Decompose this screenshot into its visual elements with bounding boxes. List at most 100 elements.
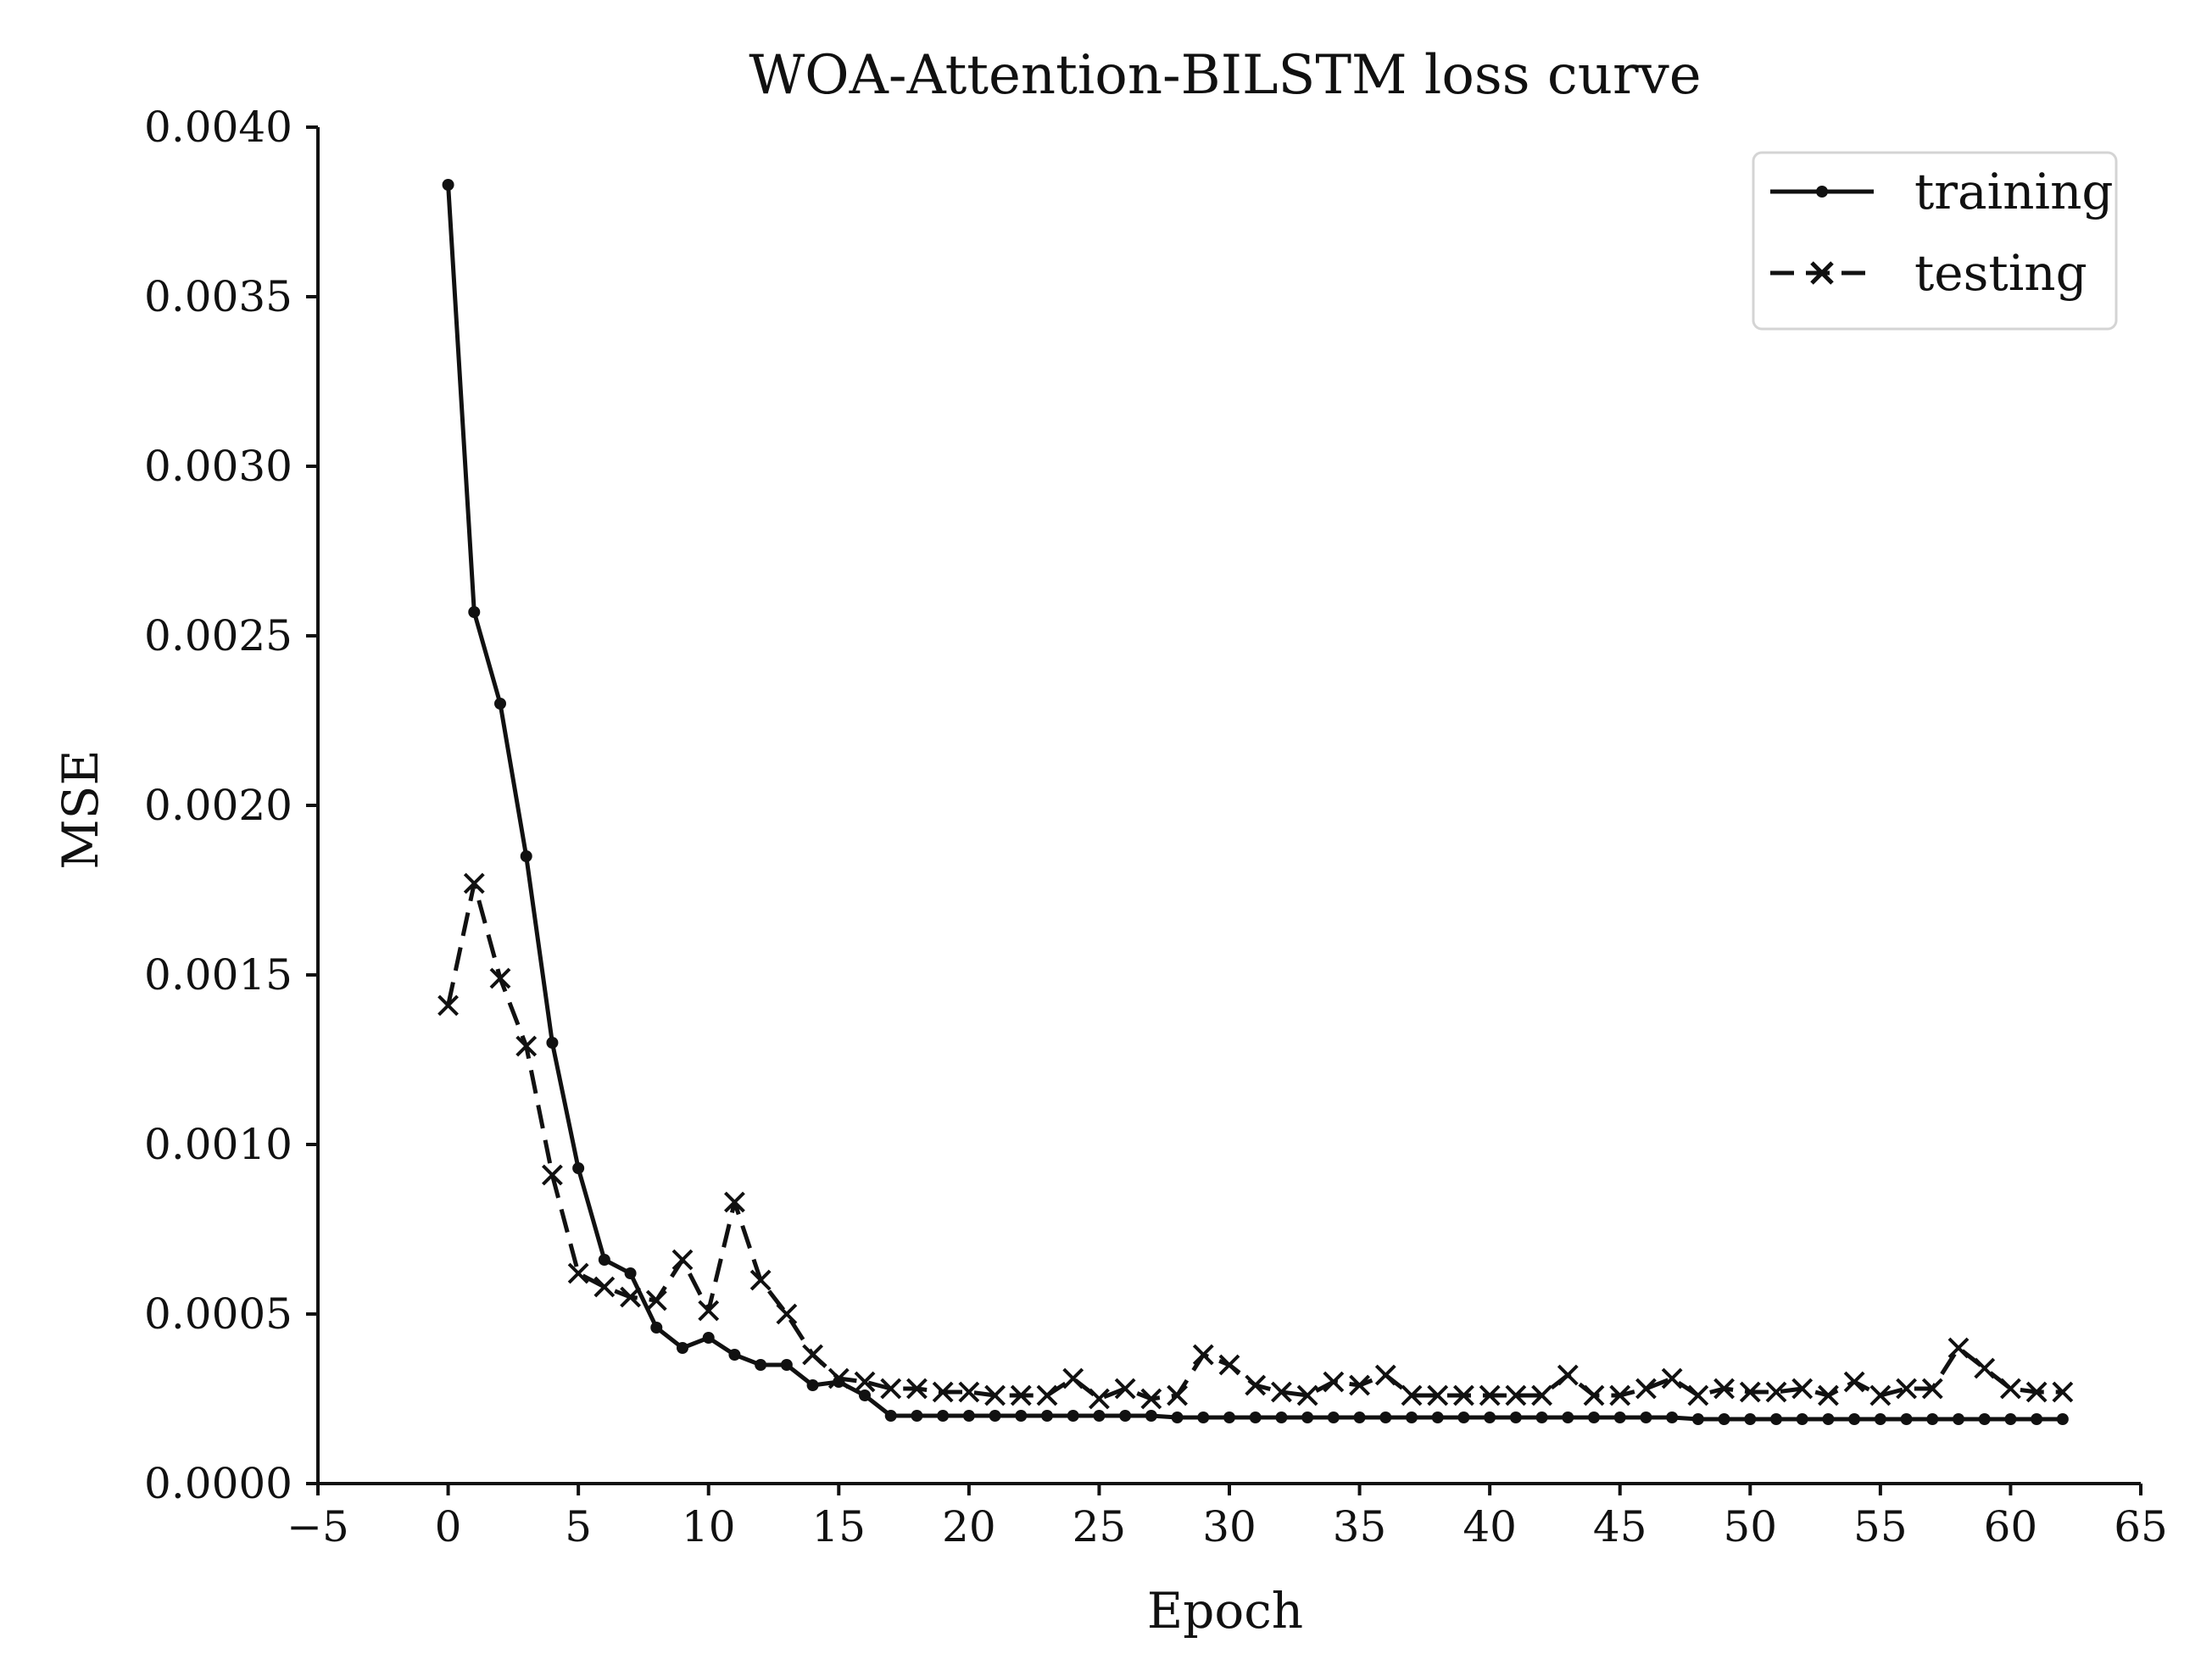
training-point bbox=[1900, 1413, 1913, 1425]
testing-point bbox=[1583, 1384, 1605, 1406]
x-tick-label: −5 bbox=[287, 1502, 349, 1551]
x-tick-label: 40 bbox=[1463, 1502, 1517, 1551]
training-point bbox=[624, 1267, 637, 1279]
testing-point bbox=[2025, 1381, 2048, 1403]
training-point bbox=[1978, 1413, 1991, 1425]
testing-point bbox=[1245, 1374, 1267, 1396]
legend-testing-marker bbox=[1810, 261, 1834, 285]
testing-point bbox=[1661, 1367, 1683, 1389]
training-point bbox=[1562, 1412, 1574, 1423]
training-point bbox=[1874, 1413, 1886, 1425]
testing-point bbox=[1089, 1388, 1110, 1410]
testing-point bbox=[515, 1035, 538, 1057]
testing-point bbox=[1687, 1384, 1709, 1406]
x-tick-label: 10 bbox=[682, 1502, 736, 1551]
training-point bbox=[546, 1037, 559, 1049]
y-axis-ticks: 0.0000 0.0005 0.0010 0.0015 0.0020 0.0025 0.00… bbox=[144, 103, 318, 1508]
training-point bbox=[1093, 1410, 1106, 1422]
testing-point bbox=[463, 872, 485, 894]
testing-point bbox=[749, 1269, 772, 1291]
training-point bbox=[1953, 1413, 1964, 1425]
testing-point bbox=[1374, 1364, 1396, 1386]
training-point bbox=[1457, 1412, 1470, 1423]
training-point bbox=[1379, 1412, 1392, 1423]
y-tick-label: 0.0035 bbox=[144, 272, 293, 321]
training-point bbox=[1535, 1412, 1548, 1423]
testing-point bbox=[645, 1289, 667, 1311]
testing-point bbox=[1974, 1357, 1996, 1379]
training-point bbox=[1770, 1413, 1782, 1425]
testing-point bbox=[1635, 1378, 1657, 1400]
testing-point bbox=[2000, 1378, 2021, 1400]
testing-point bbox=[2052, 1381, 2074, 1403]
training-point bbox=[911, 1410, 923, 1422]
testing-point bbox=[1896, 1378, 1917, 1400]
training-point bbox=[468, 606, 481, 618]
training-point bbox=[1406, 1412, 1418, 1423]
testing-point bbox=[1349, 1374, 1370, 1396]
training-point bbox=[1484, 1412, 1496, 1423]
training-point bbox=[884, 1410, 897, 1422]
testing-point bbox=[1713, 1378, 1735, 1400]
training-point bbox=[1353, 1412, 1366, 1423]
training-point bbox=[1691, 1413, 1704, 1425]
x-tick-label: 5 bbox=[565, 1502, 592, 1551]
x-tick-label: 50 bbox=[1723, 1502, 1777, 1551]
training-point bbox=[1431, 1412, 1444, 1423]
testing-point bbox=[1296, 1384, 1318, 1406]
testing-point bbox=[724, 1191, 745, 1213]
training-point bbox=[1041, 1410, 1053, 1422]
training-point bbox=[859, 1389, 871, 1401]
testing-point bbox=[1271, 1381, 1292, 1403]
testing-point bbox=[1427, 1384, 1449, 1406]
legend: training testing bbox=[1752, 151, 2118, 331]
testing-point bbox=[906, 1378, 928, 1400]
series-training bbox=[442, 179, 2069, 1425]
training-point bbox=[2004, 1413, 2017, 1425]
y-tick-label: 0.0005 bbox=[144, 1289, 293, 1339]
training-point bbox=[755, 1359, 767, 1371]
testing-point bbox=[1609, 1384, 1631, 1406]
testing-point bbox=[671, 1249, 694, 1271]
training-point bbox=[1171, 1412, 1184, 1423]
testing-point bbox=[802, 1344, 823, 1366]
testing-point bbox=[698, 1300, 720, 1322]
training-point bbox=[1588, 1412, 1600, 1423]
y-tick-label: 0.0020 bbox=[144, 781, 293, 830]
training-point bbox=[962, 1410, 975, 1422]
training-point bbox=[2031, 1413, 2043, 1425]
series-testing bbox=[437, 872, 2074, 1410]
x-tick-label: 55 bbox=[1853, 1502, 1908, 1551]
y-tick-label: 0.0025 bbox=[144, 611, 293, 660]
training-point bbox=[494, 698, 506, 710]
training-point bbox=[1926, 1413, 1939, 1425]
testing-point bbox=[1218, 1354, 1240, 1376]
training-point bbox=[1223, 1412, 1235, 1423]
training-point bbox=[780, 1359, 793, 1371]
plot-area: −5 0 5 10 15 20 25 30 35 40 45 50 55 60 65 0.00000.000… bbox=[144, 103, 2168, 1551]
x-tick-label: 0 bbox=[435, 1502, 462, 1551]
training-point bbox=[1015, 1410, 1028, 1422]
testing-point bbox=[1791, 1378, 1814, 1400]
training-point bbox=[1249, 1412, 1262, 1423]
training-point bbox=[677, 1342, 688, 1354]
testing-point bbox=[1505, 1384, 1527, 1406]
legend-box bbox=[1752, 151, 2118, 331]
training-point bbox=[1796, 1413, 1808, 1425]
training-point bbox=[1275, 1412, 1288, 1423]
testing-point bbox=[932, 1381, 954, 1403]
training-point bbox=[520, 850, 532, 862]
testing-point bbox=[1192, 1344, 1214, 1366]
testing-point bbox=[1036, 1384, 1058, 1406]
training-point bbox=[1848, 1413, 1861, 1425]
y-tick-label: 0.0040 bbox=[144, 103, 293, 152]
testing-point bbox=[1765, 1381, 1787, 1403]
training-point bbox=[1301, 1412, 1314, 1423]
training-point bbox=[1613, 1412, 1626, 1423]
training-point bbox=[937, 1410, 950, 1422]
legend-testing-label: testing bbox=[1914, 244, 2087, 302]
training-point bbox=[1119, 1410, 1132, 1422]
training-point bbox=[1509, 1412, 1522, 1423]
testing-point bbox=[620, 1286, 641, 1308]
